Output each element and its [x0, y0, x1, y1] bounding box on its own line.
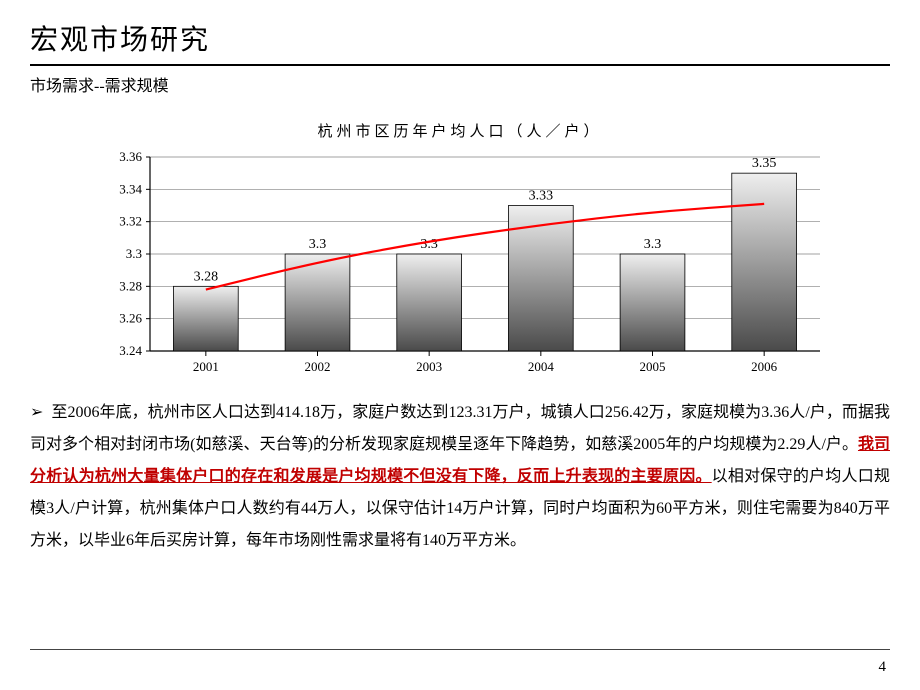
bullet-icon: ➢ [30, 404, 43, 421]
svg-text:2003: 2003 [416, 359, 442, 374]
svg-text:3.3: 3.3 [126, 246, 142, 261]
svg-text:3.32: 3.32 [119, 214, 142, 229]
chart-title: 杭州市区历年户均人口（人／户） [70, 120, 850, 141]
body-paragraph: ➢ 至2006年底，杭州市区人口达到414.18万，家庭户数达到123.31万户… [30, 397, 890, 557]
page-title: 宏观市场研究 [0, 0, 920, 64]
svg-text:3.28: 3.28 [194, 269, 219, 284]
svg-text:3.3: 3.3 [420, 237, 438, 252]
svg-text:2006: 2006 [751, 359, 778, 374]
svg-text:3.36: 3.36 [119, 149, 142, 164]
para-seg1: 至2006年底，杭州市区人口达到414.18万，家庭户数达到123.31万户，城… [30, 404, 890, 453]
svg-text:2001: 2001 [193, 359, 219, 374]
svg-text:3.35: 3.35 [752, 156, 777, 171]
page-subtitle: 市场需求--需求规模 [0, 66, 920, 96]
svg-text:2005: 2005 [640, 359, 666, 374]
svg-text:3.28: 3.28 [119, 278, 142, 293]
svg-text:3.3: 3.3 [644, 237, 662, 252]
svg-text:3.3: 3.3 [309, 237, 327, 252]
svg-text:3.34: 3.34 [119, 181, 142, 196]
svg-text:3.33: 3.33 [529, 189, 554, 204]
bar-chart: 3.24 3.26 3.28 3.3 3.32 3.34 3.36 3.28 2001 3.3 20… [80, 147, 840, 387]
svg-text:2002: 2002 [305, 359, 331, 374]
page-number: 4 [879, 659, 887, 676]
svg-text:2004: 2004 [528, 359, 555, 374]
footer-line [30, 649, 890, 650]
svg-text:3.24: 3.24 [119, 343, 142, 358]
svg-text:3.26: 3.26 [119, 311, 142, 326]
chart-container: 杭州市区历年户均人口（人／户） 3.243.263.283.33.323.343… [70, 120, 850, 387]
